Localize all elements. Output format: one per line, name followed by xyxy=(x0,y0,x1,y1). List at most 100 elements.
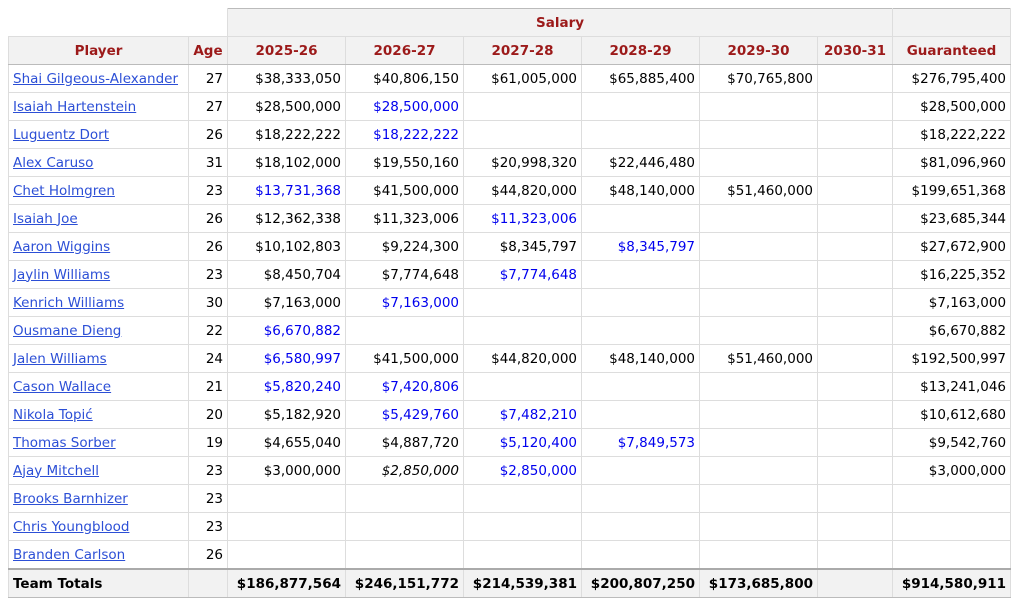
salary-cell xyxy=(699,428,818,457)
player-cell: Brooks Barnhizer xyxy=(8,484,189,513)
column-header: 2029-30 xyxy=(699,36,818,65)
salary-cell: $5,820,240 xyxy=(227,372,346,401)
salary-cell: $81,096,960 xyxy=(892,148,1012,177)
player-cell: Luguentz Dort xyxy=(8,120,189,149)
player-row: Aaron Wiggins 26 $10,102,803 $9,224,300 $8,3… xyxy=(8,232,1012,261)
salary-cell xyxy=(816,540,894,570)
player-row: Luguentz Dort 26 $18,222,222 $18,222,222 $18… xyxy=(8,120,1012,149)
totals-cell xyxy=(816,568,894,598)
salary-cell: $9,542,760 xyxy=(892,428,1012,457)
salary-cell xyxy=(816,148,894,177)
column-header: 2030-31 xyxy=(816,36,894,65)
player-link[interactable]: Luguentz Dort xyxy=(13,126,109,143)
salary-cell: $51,460,000 xyxy=(699,176,818,205)
player-cell: Branden Carlson xyxy=(8,540,189,570)
salary-cell: $9,224,300 xyxy=(345,232,464,261)
totals-cell: $173,685,800 xyxy=(699,568,818,598)
totals-cell: $186,877,564 xyxy=(227,568,346,598)
player-link[interactable]: Jaylin Williams xyxy=(13,266,111,283)
salary-cell: $18,222,222 xyxy=(345,120,464,149)
age-cell: 26 xyxy=(188,232,228,261)
salary-cell xyxy=(463,372,582,401)
salary-cell xyxy=(699,456,818,485)
salary-cell xyxy=(345,316,464,345)
salary-cell: $13,731,368 xyxy=(227,176,346,205)
salary-cell: $7,482,210 xyxy=(463,400,582,429)
salary-cell xyxy=(816,400,894,429)
player-row: Brooks Barnhizer 23 xyxy=(8,484,1012,513)
blank-header xyxy=(892,8,1012,37)
player-link[interactable]: Ajay Mitchell xyxy=(13,462,100,479)
player-row: Thomas Sorber 19 $4,655,040 $4,887,720 $5,12… xyxy=(8,428,1012,457)
age-cell: 31 xyxy=(188,148,228,177)
player-row: Kenrich Williams 30 $7,163,000 $7,163,000 $7… xyxy=(8,288,1012,317)
age-cell: 27 xyxy=(188,92,228,121)
player-link[interactable]: Chet Holmgren xyxy=(13,182,115,199)
salary-cell xyxy=(463,120,582,149)
salary-cell xyxy=(463,92,582,121)
player-link[interactable]: Nikola Topić xyxy=(13,406,93,423)
salary-cell: $10,102,803 xyxy=(227,232,346,261)
player-cell: Ousmane Dieng xyxy=(8,316,189,345)
player-cell: Chris Youngblood xyxy=(8,512,189,541)
player-cell: Shai Gilgeous-Alexander xyxy=(8,64,189,93)
salary-cell xyxy=(581,260,700,289)
totals-cell: $200,807,250 xyxy=(581,568,700,598)
salary-cell: $12,362,338 xyxy=(227,204,346,233)
salary-cell xyxy=(816,232,894,261)
player-link[interactable]: Brooks Barnhizer xyxy=(13,490,128,507)
player-link[interactable]: Jalen Williams xyxy=(13,350,107,367)
player-row: Isaiah Hartenstein 27 $28,500,000 $28,500,0… xyxy=(8,92,1012,121)
player-link[interactable]: Branden Carlson xyxy=(13,546,126,563)
player-link[interactable]: Ousmane Dieng xyxy=(13,322,122,339)
player-link[interactable]: Aaron Wiggins xyxy=(13,238,111,255)
salary-cell xyxy=(227,540,346,570)
salary-cell: $18,222,222 xyxy=(892,120,1012,149)
salary-cell xyxy=(345,484,464,513)
salary-cell: $20,998,320 xyxy=(463,148,582,177)
salary-cell xyxy=(816,344,894,373)
player-row: Jaylin Williams 23 $8,450,704 $7,774,648 $7,… xyxy=(8,260,1012,289)
salary-cell xyxy=(581,372,700,401)
player-link[interactable]: Shai Gilgeous-Alexander xyxy=(13,70,178,87)
player-link[interactable]: Isaiah Hartenstein xyxy=(13,98,137,115)
age-cell: 19 xyxy=(188,428,228,457)
salary-cell: $7,163,000 xyxy=(345,288,464,317)
totals-cell xyxy=(188,568,228,598)
salary-cell: $41,500,000 xyxy=(345,344,464,373)
age-cell: 22 xyxy=(188,316,228,345)
player-row: Isaiah Joe 26 $12,362,338 $11,323,006 $11,32… xyxy=(8,204,1012,233)
salary-cell xyxy=(699,232,818,261)
totals-cell: $914,580,911 xyxy=(892,568,1012,598)
player-cell: Alex Caruso xyxy=(8,148,189,177)
player-link[interactable]: Alex Caruso xyxy=(13,154,94,171)
player-link[interactable]: Isaiah Joe xyxy=(13,210,78,227)
salary-cell: $65,885,400 xyxy=(581,64,700,93)
player-link[interactable]: Thomas Sorber xyxy=(13,434,116,451)
age-cell: 23 xyxy=(188,512,228,541)
age-cell: 23 xyxy=(188,484,228,513)
salary-cell xyxy=(699,372,818,401)
player-link[interactable]: Cason Wallace xyxy=(13,378,112,395)
salary-cell: $199,651,368 xyxy=(892,176,1012,205)
salary-cell: $6,670,882 xyxy=(227,316,346,345)
salary-cell xyxy=(581,316,700,345)
age-cell: 20 xyxy=(188,400,228,429)
salary-cell: $7,774,648 xyxy=(463,260,582,289)
salary-cell xyxy=(816,484,894,513)
age-cell: 23 xyxy=(188,456,228,485)
column-header: Player xyxy=(8,36,189,65)
salary-cell xyxy=(699,400,818,429)
player-link[interactable]: Kenrich Williams xyxy=(13,294,125,311)
salary-cell: $51,460,000 xyxy=(699,344,818,373)
salary-cell: $61,005,000 xyxy=(463,64,582,93)
player-cell: Aaron Wiggins xyxy=(8,232,189,261)
salary-cell: $28,500,000 xyxy=(345,92,464,121)
player-row: Cason Wallace 21 $5,820,240 $7,420,806 $13,2… xyxy=(8,372,1012,401)
salary-cell xyxy=(699,484,818,513)
totals-cell: $214,539,381 xyxy=(463,568,582,598)
salary-cell: $192,500,997 xyxy=(892,344,1012,373)
salary-cell: $5,120,400 xyxy=(463,428,582,457)
salary-cell xyxy=(581,120,700,149)
player-link[interactable]: Chris Youngblood xyxy=(13,518,130,535)
